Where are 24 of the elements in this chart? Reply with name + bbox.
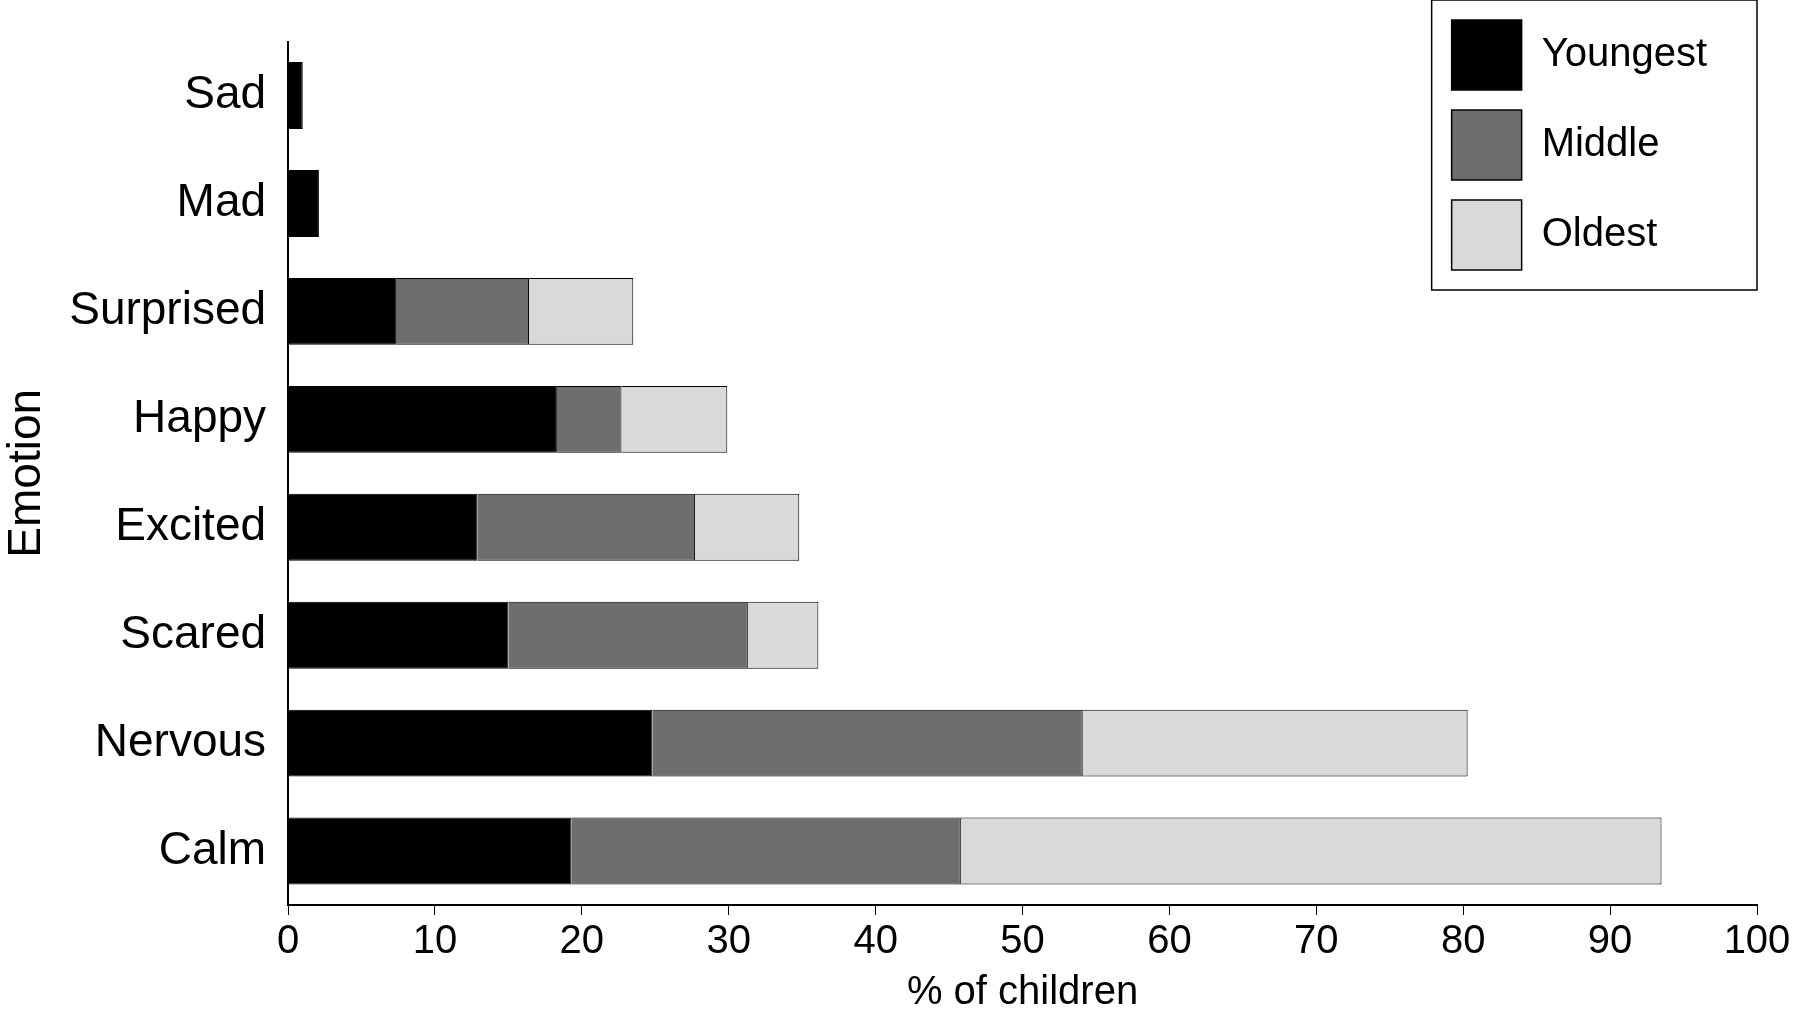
- x-axis-title: % of children: [906, 968, 1139, 1013]
- y-tick-label: Surprised: [69, 282, 267, 335]
- y-tick-label: Mad: [176, 174, 267, 227]
- x-tick-label: 70: [1294, 917, 1339, 962]
- y-tick-label: Sad: [184, 66, 267, 119]
- legend-label: Youngest: [1541, 30, 1708, 75]
- x-tick-label: 50: [1000, 917, 1045, 962]
- y-axis-title: Emotion: [0, 388, 51, 558]
- y-tick-label: Happy: [133, 390, 267, 443]
- y-tick-label: Calm: [158, 821, 267, 874]
- x-tick-label: 60: [1147, 917, 1192, 962]
- y-tick-label: Excited: [115, 497, 267, 550]
- legend-label: Middle: [1541, 120, 1660, 165]
- y-tick-label: Scared: [120, 605, 267, 658]
- x-tick-label: 80: [1440, 917, 1486, 962]
- x-tick-label: 40: [853, 917, 898, 962]
- legend-label: Oldest: [1541, 210, 1658, 255]
- y-tick-label: Nervous: [94, 713, 267, 766]
- x-tick-label: 0: [276, 917, 300, 962]
- x-tick-label: 20: [559, 917, 605, 962]
- x-tick-label: 10: [412, 917, 458, 962]
- x-tick-label: 90: [1587, 917, 1633, 962]
- x-tick-label: 30: [706, 917, 751, 962]
- x-tick-label: 100: [1723, 917, 1791, 962]
